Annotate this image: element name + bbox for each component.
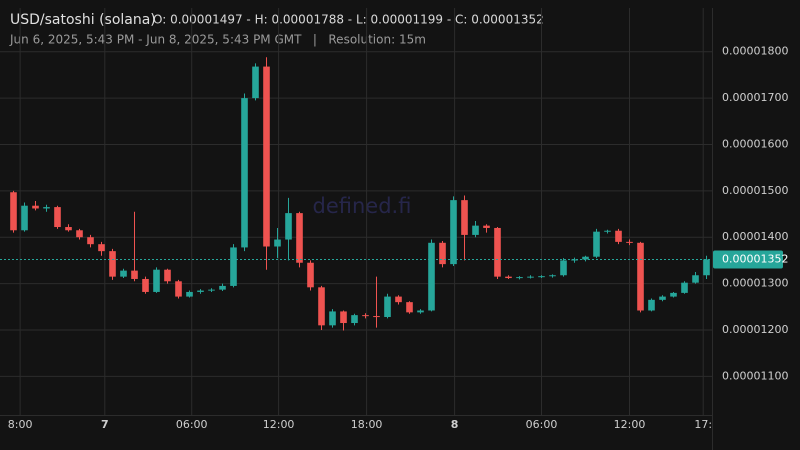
candle-body <box>362 315 369 317</box>
y-tick-label: 0.00001700 <box>722 91 788 104</box>
candle-body <box>120 270 127 277</box>
candle-body <box>417 310 424 313</box>
candle-body <box>527 276 534 278</box>
candle-body <box>615 230 622 242</box>
candle-body <box>285 213 292 240</box>
candle-body <box>175 281 182 297</box>
candle-body <box>450 200 457 265</box>
candle-body <box>109 251 116 277</box>
candle-body <box>65 227 72 231</box>
candle-body <box>571 259 578 261</box>
candle-body <box>549 275 556 277</box>
candle-body <box>505 276 512 279</box>
candle-body <box>692 275 699 283</box>
candle-body <box>703 259 710 276</box>
candle-body <box>54 207 61 228</box>
candle-body <box>241 98 248 248</box>
candle-body <box>406 302 413 313</box>
candle-body <box>186 291 193 297</box>
candle-body <box>428 242 435 311</box>
watermark: defined.fi <box>313 194 412 218</box>
candle-body <box>494 227 501 277</box>
candle-body <box>164 269 171 282</box>
x-tick-label: 06:00 <box>526 418 558 431</box>
y-tick-label: 0.00001800 <box>722 45 788 58</box>
candle-body <box>21 205 28 231</box>
candle-body <box>43 207 50 209</box>
y-tick-label: 0.00001600 <box>722 137 788 150</box>
candle-body <box>197 290 204 292</box>
chart-subtitle: Jun 6, 2025, 5:43 PM - Jun 8, 2025, 5:43… <box>9 33 426 47</box>
candle-body <box>131 270 138 279</box>
candle-body <box>263 66 270 247</box>
candle-body <box>296 213 303 263</box>
candle-body <box>318 287 325 326</box>
ohlc-summary: O: 0.00001497 - H: 0.00001788 - L: 0.000… <box>153 13 544 27</box>
x-tick-label: 18:00 <box>351 418 383 431</box>
candle-body <box>637 242 644 311</box>
candle-body <box>32 205 39 209</box>
candle-body <box>219 285 226 290</box>
last-price-badge <box>713 250 783 269</box>
candle-body <box>230 247 237 286</box>
candle-body <box>340 311 347 324</box>
candle-body <box>670 292 677 297</box>
candle-body <box>384 296 391 317</box>
candle-body <box>208 289 215 291</box>
chart-title: USD/satoshi (solana) <box>10 12 156 28</box>
candle-body <box>483 225 490 228</box>
x-tick-label: 12:00 <box>614 418 646 431</box>
y-tick-label: 0.00001400 <box>722 230 788 243</box>
candle-body <box>439 242 446 265</box>
candle-body <box>307 262 314 288</box>
candle-body <box>648 299 655 311</box>
x-tick-label: 12:00 <box>263 418 295 431</box>
x-tick-label: 17: <box>694 418 712 431</box>
candle-body <box>659 296 666 300</box>
x-tick-label: 7 <box>101 418 109 431</box>
y-tick-label: 0.00001200 <box>722 323 788 336</box>
candle-body <box>153 269 160 292</box>
candle-body <box>329 311 336 326</box>
x-tick-label: 06:00 <box>176 418 208 431</box>
candle-body <box>98 244 105 252</box>
candle-body <box>373 316 380 318</box>
candle-body <box>681 282 688 293</box>
candle-body <box>604 230 611 232</box>
y-tick-label: 0.00001300 <box>722 277 788 290</box>
candle-body <box>538 276 545 278</box>
candle-body <box>472 225 479 235</box>
candle-body <box>461 200 468 235</box>
y-tick-label: 0.00001100 <box>722 369 788 382</box>
candle-body <box>87 237 94 245</box>
x-tick-label: 8:00 <box>8 418 33 431</box>
candle-body <box>274 239 281 247</box>
candle-body <box>593 231 600 257</box>
candle-body <box>10 192 17 231</box>
candle-body <box>516 277 523 279</box>
y-tick-label: 0.00001500 <box>722 184 788 197</box>
candle-body <box>252 66 259 99</box>
candle-body <box>560 260 567 276</box>
candle-body <box>351 315 358 324</box>
x-tick-label: 8 <box>451 418 459 431</box>
candle-body <box>395 296 402 303</box>
candle-body <box>582 256 589 260</box>
candle-body <box>626 241 633 243</box>
candle-body <box>142 278 149 292</box>
last-price-label: 0.00001352 <box>722 252 788 265</box>
candle-body <box>76 230 83 238</box>
